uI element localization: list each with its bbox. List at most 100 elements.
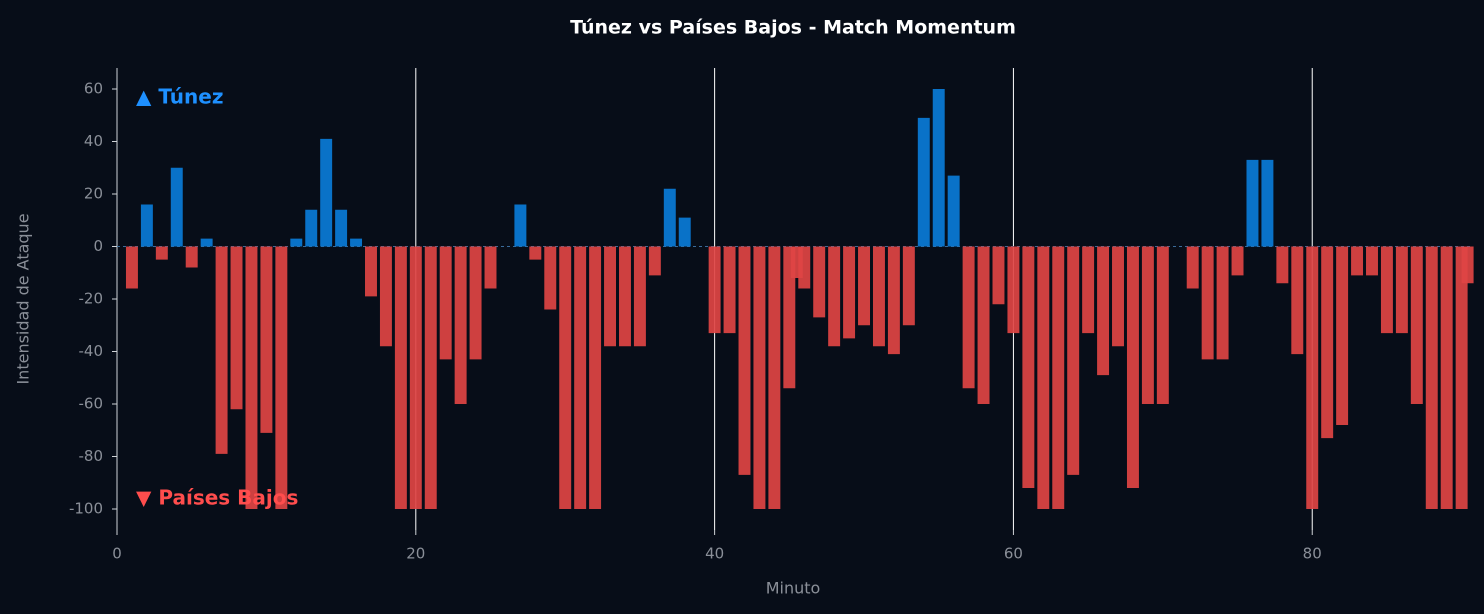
bar [230, 246, 243, 410]
bar [1141, 246, 1154, 404]
bar [1186, 246, 1199, 289]
bar [1052, 246, 1065, 509]
bar [768, 246, 781, 509]
bar [708, 246, 721, 334]
bar [155, 246, 168, 260]
bar [977, 246, 990, 404]
x-tick-label: 80 [1303, 545, 1322, 563]
bar [260, 246, 273, 433]
bar [813, 246, 826, 318]
bar [962, 246, 975, 389]
bar [678, 217, 691, 247]
bar [1461, 246, 1474, 284]
bar [200, 238, 213, 247]
bar [1306, 246, 1319, 509]
bar [409, 246, 422, 509]
bar [858, 246, 870, 326]
bar [1126, 246, 1139, 488]
bar [798, 246, 811, 289]
bar [1097, 246, 1110, 376]
bar [1425, 246, 1438, 509]
bar [424, 246, 437, 509]
bar [1455, 246, 1468, 509]
bar [1007, 246, 1020, 334]
bar [887, 246, 900, 355]
bar [394, 246, 407, 509]
bar [350, 238, 363, 247]
bar [604, 246, 617, 347]
bar [1082, 246, 1095, 334]
bar [1440, 246, 1453, 509]
bar [843, 246, 856, 339]
bar [514, 204, 527, 247]
bar [992, 246, 1005, 305]
bar [1037, 246, 1050, 509]
x-axis-label: Minuto [766, 579, 821, 598]
bar [872, 246, 885, 347]
bar [1321, 246, 1334, 439]
bar [738, 246, 751, 475]
bar [439, 246, 452, 360]
bar [618, 246, 631, 347]
bar [648, 246, 661, 276]
bar [1246, 159, 1259, 247]
bar [1395, 246, 1408, 334]
bar [1201, 246, 1214, 360]
y-tick-label: -20 [79, 290, 104, 308]
bar [917, 117, 930, 247]
bar [185, 246, 198, 268]
bar [559, 246, 572, 509]
x-tick-label: 20 [406, 545, 425, 563]
legend-annotation: ▲ Túnez [136, 85, 223, 109]
bar [305, 209, 318, 247]
bar [1380, 246, 1393, 334]
bar [245, 246, 258, 509]
bar [783, 246, 796, 389]
bar [932, 89, 945, 247]
bar [1112, 246, 1124, 347]
x-tick-label: 40 [705, 545, 724, 563]
bar [633, 246, 646, 347]
bar [1291, 246, 1304, 355]
bar [1216, 246, 1229, 360]
bar [1261, 159, 1274, 247]
y-tick-label: -100 [69, 500, 103, 518]
bar [275, 246, 288, 509]
bar [902, 246, 915, 326]
bar [1022, 246, 1035, 488]
bar [1336, 246, 1349, 425]
bar [1276, 246, 1289, 284]
bar [790, 246, 803, 278]
y-tick-label: 40 [84, 132, 103, 150]
bar [484, 246, 497, 289]
bar [365, 246, 377, 297]
y-tick-label: 60 [84, 80, 103, 98]
legend-annotation: ▼ Países Bajos [136, 486, 298, 510]
bar [454, 246, 467, 404]
bar [529, 246, 542, 260]
bar [753, 246, 766, 509]
y-axis-label: Intensidad de Ataque [14, 213, 33, 384]
y-tick-label: 0 [93, 237, 103, 255]
y-tick-label: -80 [79, 447, 104, 465]
bar [1156, 246, 1169, 404]
bar [947, 175, 960, 247]
x-tick-label: 0 [112, 545, 122, 563]
bar [1410, 246, 1423, 404]
bar [663, 188, 676, 247]
bar [1366, 246, 1378, 276]
bar [589, 246, 602, 509]
bar [574, 246, 587, 509]
bar [828, 246, 841, 347]
bar [290, 238, 303, 247]
bar [140, 204, 153, 247]
bar [544, 246, 557, 310]
y-tick-label: 20 [84, 185, 103, 203]
bar [379, 246, 392, 347]
bar [1351, 246, 1364, 276]
bar [469, 246, 482, 360]
y-tick-label: -40 [79, 342, 104, 360]
bar [1231, 246, 1244, 276]
y-tick-label: -60 [79, 395, 104, 413]
